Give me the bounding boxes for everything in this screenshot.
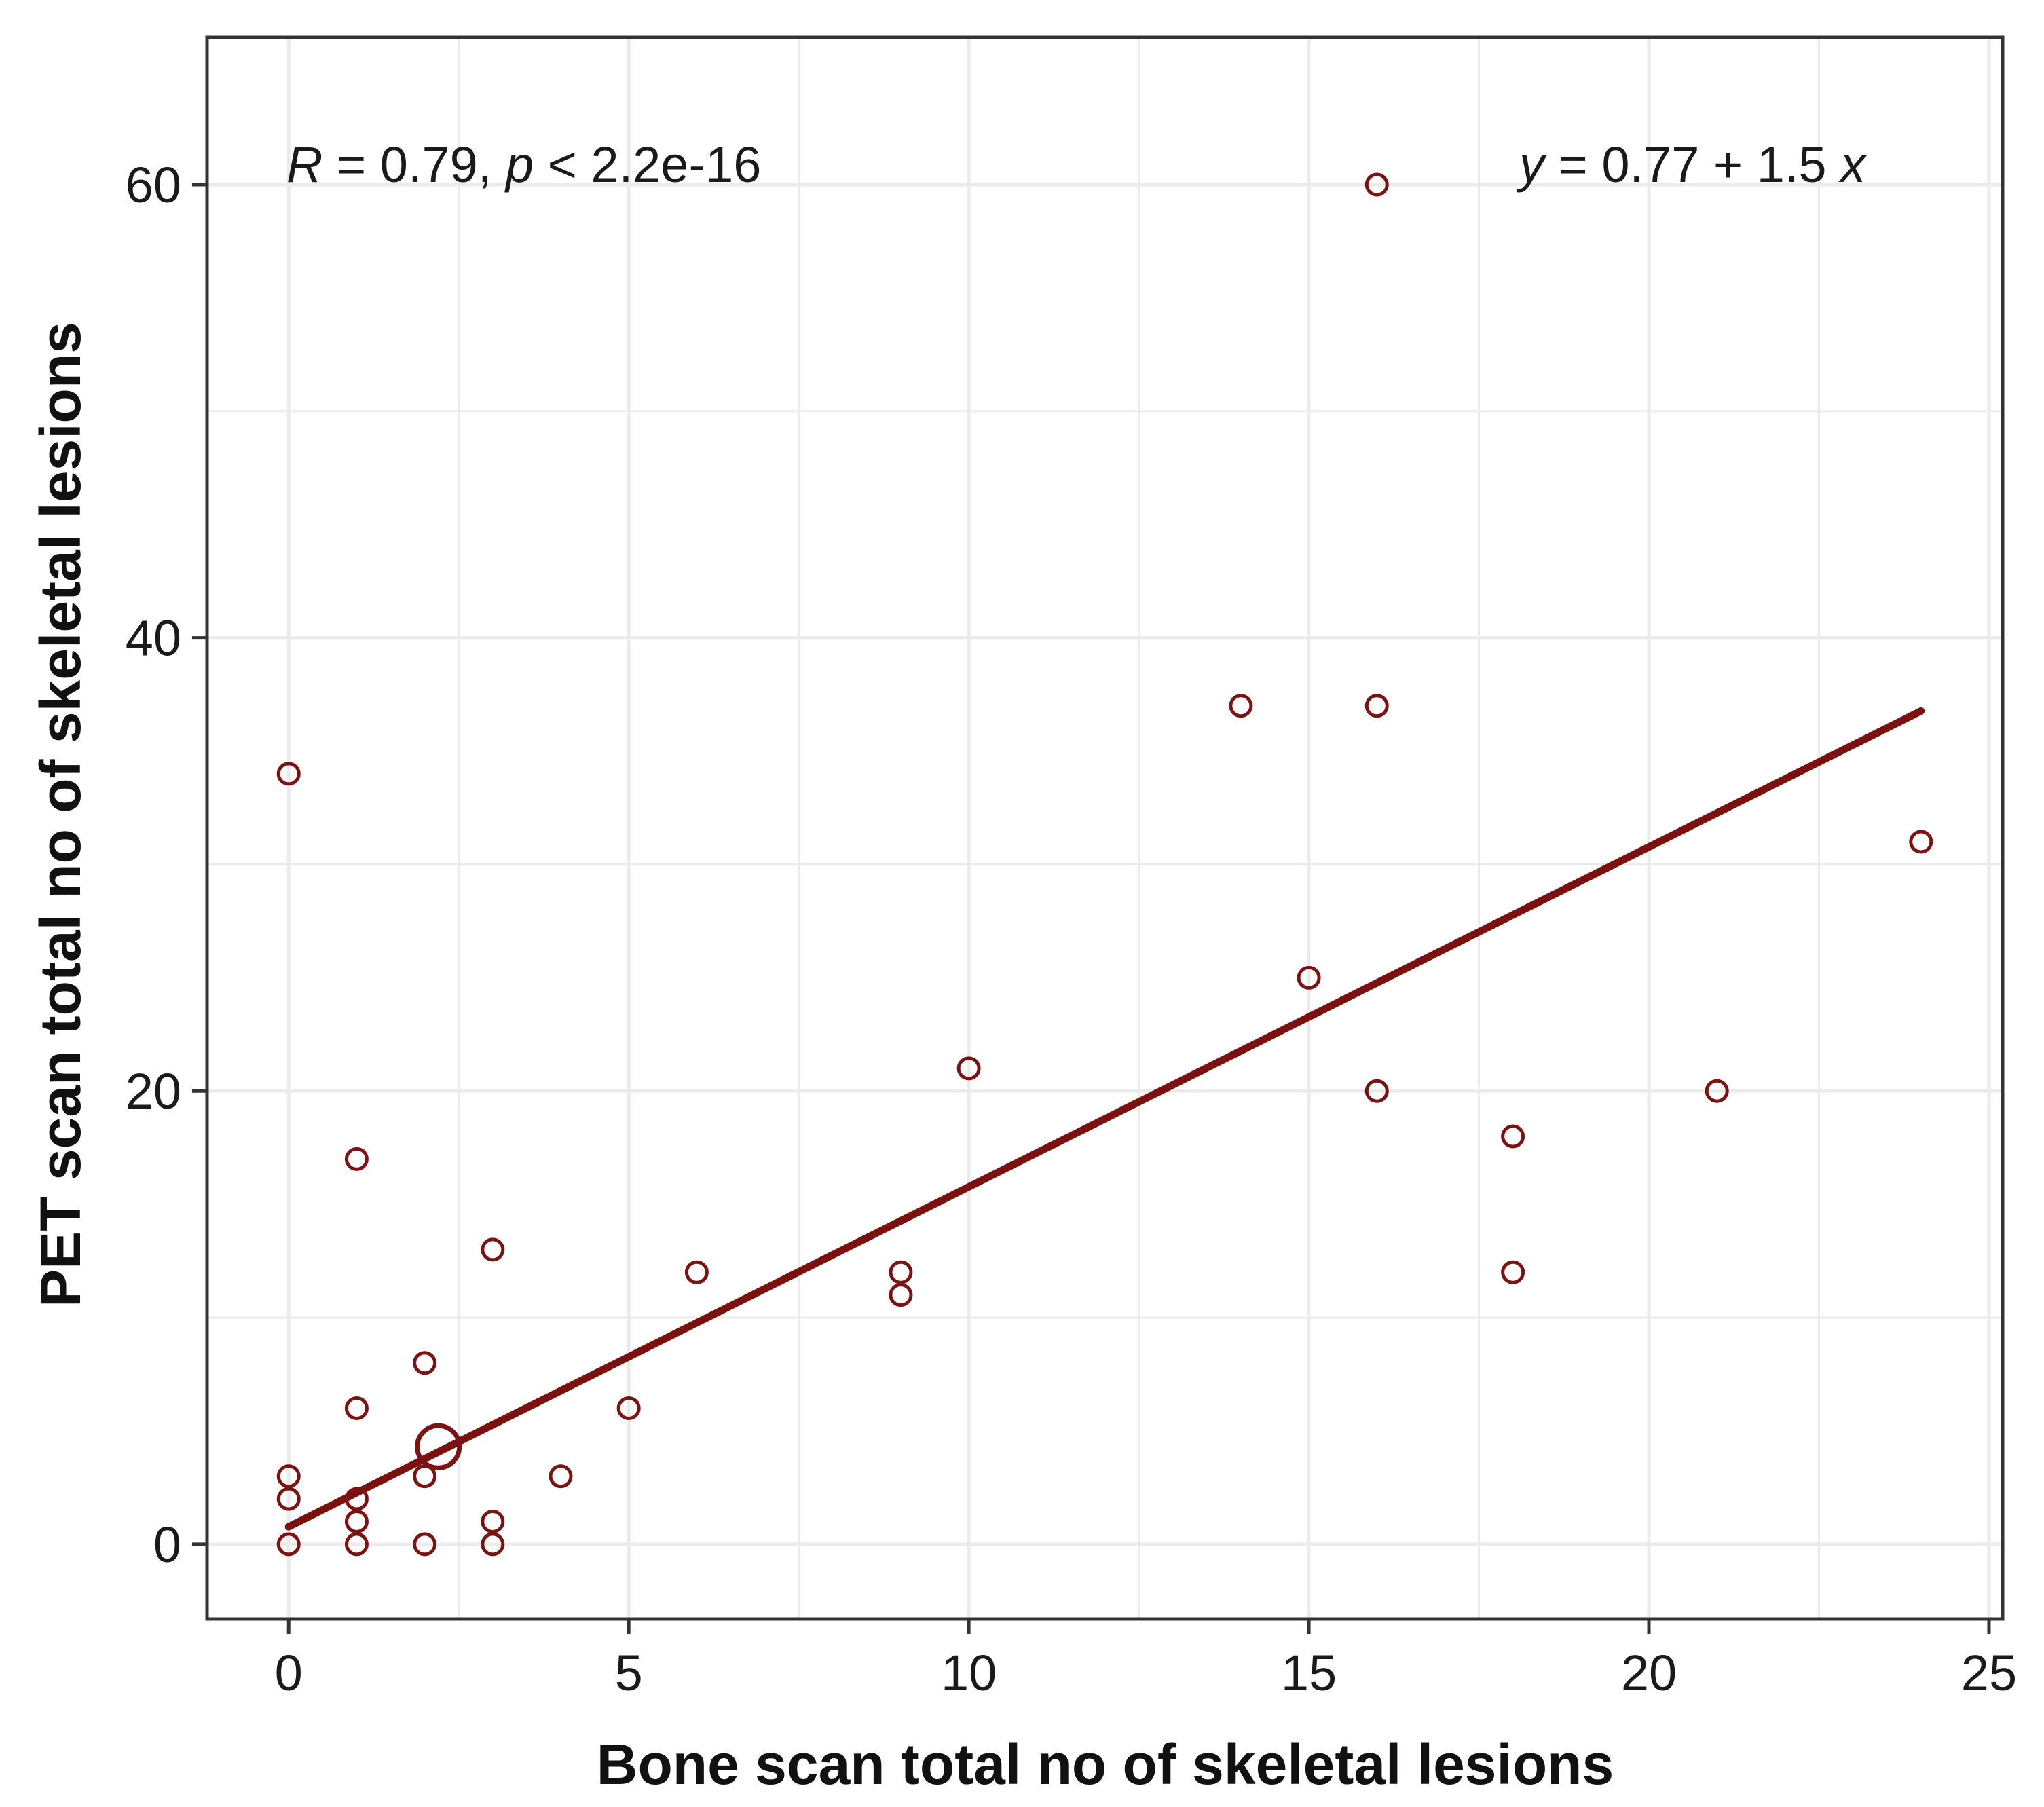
data-point bbox=[413, 1351, 437, 1375]
data-point bbox=[1297, 965, 1321, 990]
data-point bbox=[956, 1056, 981, 1081]
grid-lines bbox=[207, 37, 2003, 1619]
y-tick-label: 0 bbox=[153, 1516, 181, 1573]
data-point bbox=[276, 762, 301, 786]
x-tick-label: 15 bbox=[1281, 1645, 1337, 1701]
correlation-annotation: R = 0.79, p < 2.2e-16 bbox=[286, 136, 761, 193]
p-value: < 2.2e-16 bbox=[534, 136, 761, 193]
y-tick-label: 40 bbox=[126, 610, 181, 667]
data-point bbox=[344, 1509, 369, 1533]
data-point bbox=[1501, 1124, 1525, 1149]
y-tick-label: 60 bbox=[126, 157, 181, 213]
data-point bbox=[344, 1487, 369, 1511]
data-point bbox=[413, 1532, 437, 1557]
y-axis-ticks: 0 20 40 60 bbox=[126, 157, 207, 1573]
data-point bbox=[1364, 172, 1389, 197]
data-point bbox=[276, 1532, 301, 1557]
data-point bbox=[276, 1464, 301, 1489]
data-point bbox=[1364, 1079, 1389, 1103]
x-axis-title: Bone scan total no of skeletal lesions bbox=[597, 1732, 1614, 1796]
data-point bbox=[889, 1283, 913, 1307]
data-point bbox=[413, 1464, 437, 1489]
data-point bbox=[889, 1260, 913, 1284]
data-point bbox=[344, 1396, 369, 1421]
x-tick-label: 0 bbox=[275, 1645, 303, 1701]
data-point bbox=[549, 1464, 573, 1489]
p-symbol: p bbox=[504, 136, 534, 193]
data-point bbox=[1364, 694, 1389, 718]
r-symbol: R bbox=[286, 136, 322, 193]
data-point bbox=[1229, 694, 1253, 718]
data-point bbox=[1909, 830, 1933, 854]
data-point bbox=[344, 1532, 369, 1557]
eq-y-symbol: y bbox=[1516, 136, 1547, 193]
data-point bbox=[616, 1396, 641, 1421]
plot-panel-border bbox=[205, 35, 2005, 1621]
eq-body: = 0.77 + 1.5 bbox=[1544, 136, 1840, 193]
data-point bbox=[344, 1147, 369, 1171]
data-point bbox=[276, 1487, 301, 1511]
y-tick-label: 20 bbox=[126, 1063, 181, 1119]
regression-equation: y = 0.77 + 1.5 x bbox=[1516, 136, 1868, 193]
x-tick-label: 10 bbox=[941, 1645, 997, 1701]
regression-line bbox=[284, 707, 1925, 1531]
data-point bbox=[684, 1260, 709, 1284]
data-points bbox=[276, 172, 1933, 1557]
regression-line-group bbox=[284, 707, 1925, 1531]
data-point bbox=[481, 1509, 505, 1533]
x-tick-label: 20 bbox=[1621, 1645, 1677, 1701]
eq-x-symbol: x bbox=[1838, 136, 1868, 193]
data-point bbox=[1501, 1260, 1525, 1284]
x-axis-ticks: 0 5 10 15 20 25 bbox=[275, 1619, 2017, 1701]
x-tick-label: 5 bbox=[615, 1645, 643, 1701]
x-tick-label: 25 bbox=[1961, 1645, 2017, 1701]
data-point-large bbox=[415, 1423, 462, 1470]
data-point bbox=[1705, 1079, 1729, 1103]
data-point bbox=[481, 1532, 505, 1557]
data-point bbox=[481, 1237, 505, 1262]
r-value: = 0.79, bbox=[322, 136, 505, 193]
y-axis-title: PET scan total no of skeletal lesions bbox=[29, 322, 92, 1307]
